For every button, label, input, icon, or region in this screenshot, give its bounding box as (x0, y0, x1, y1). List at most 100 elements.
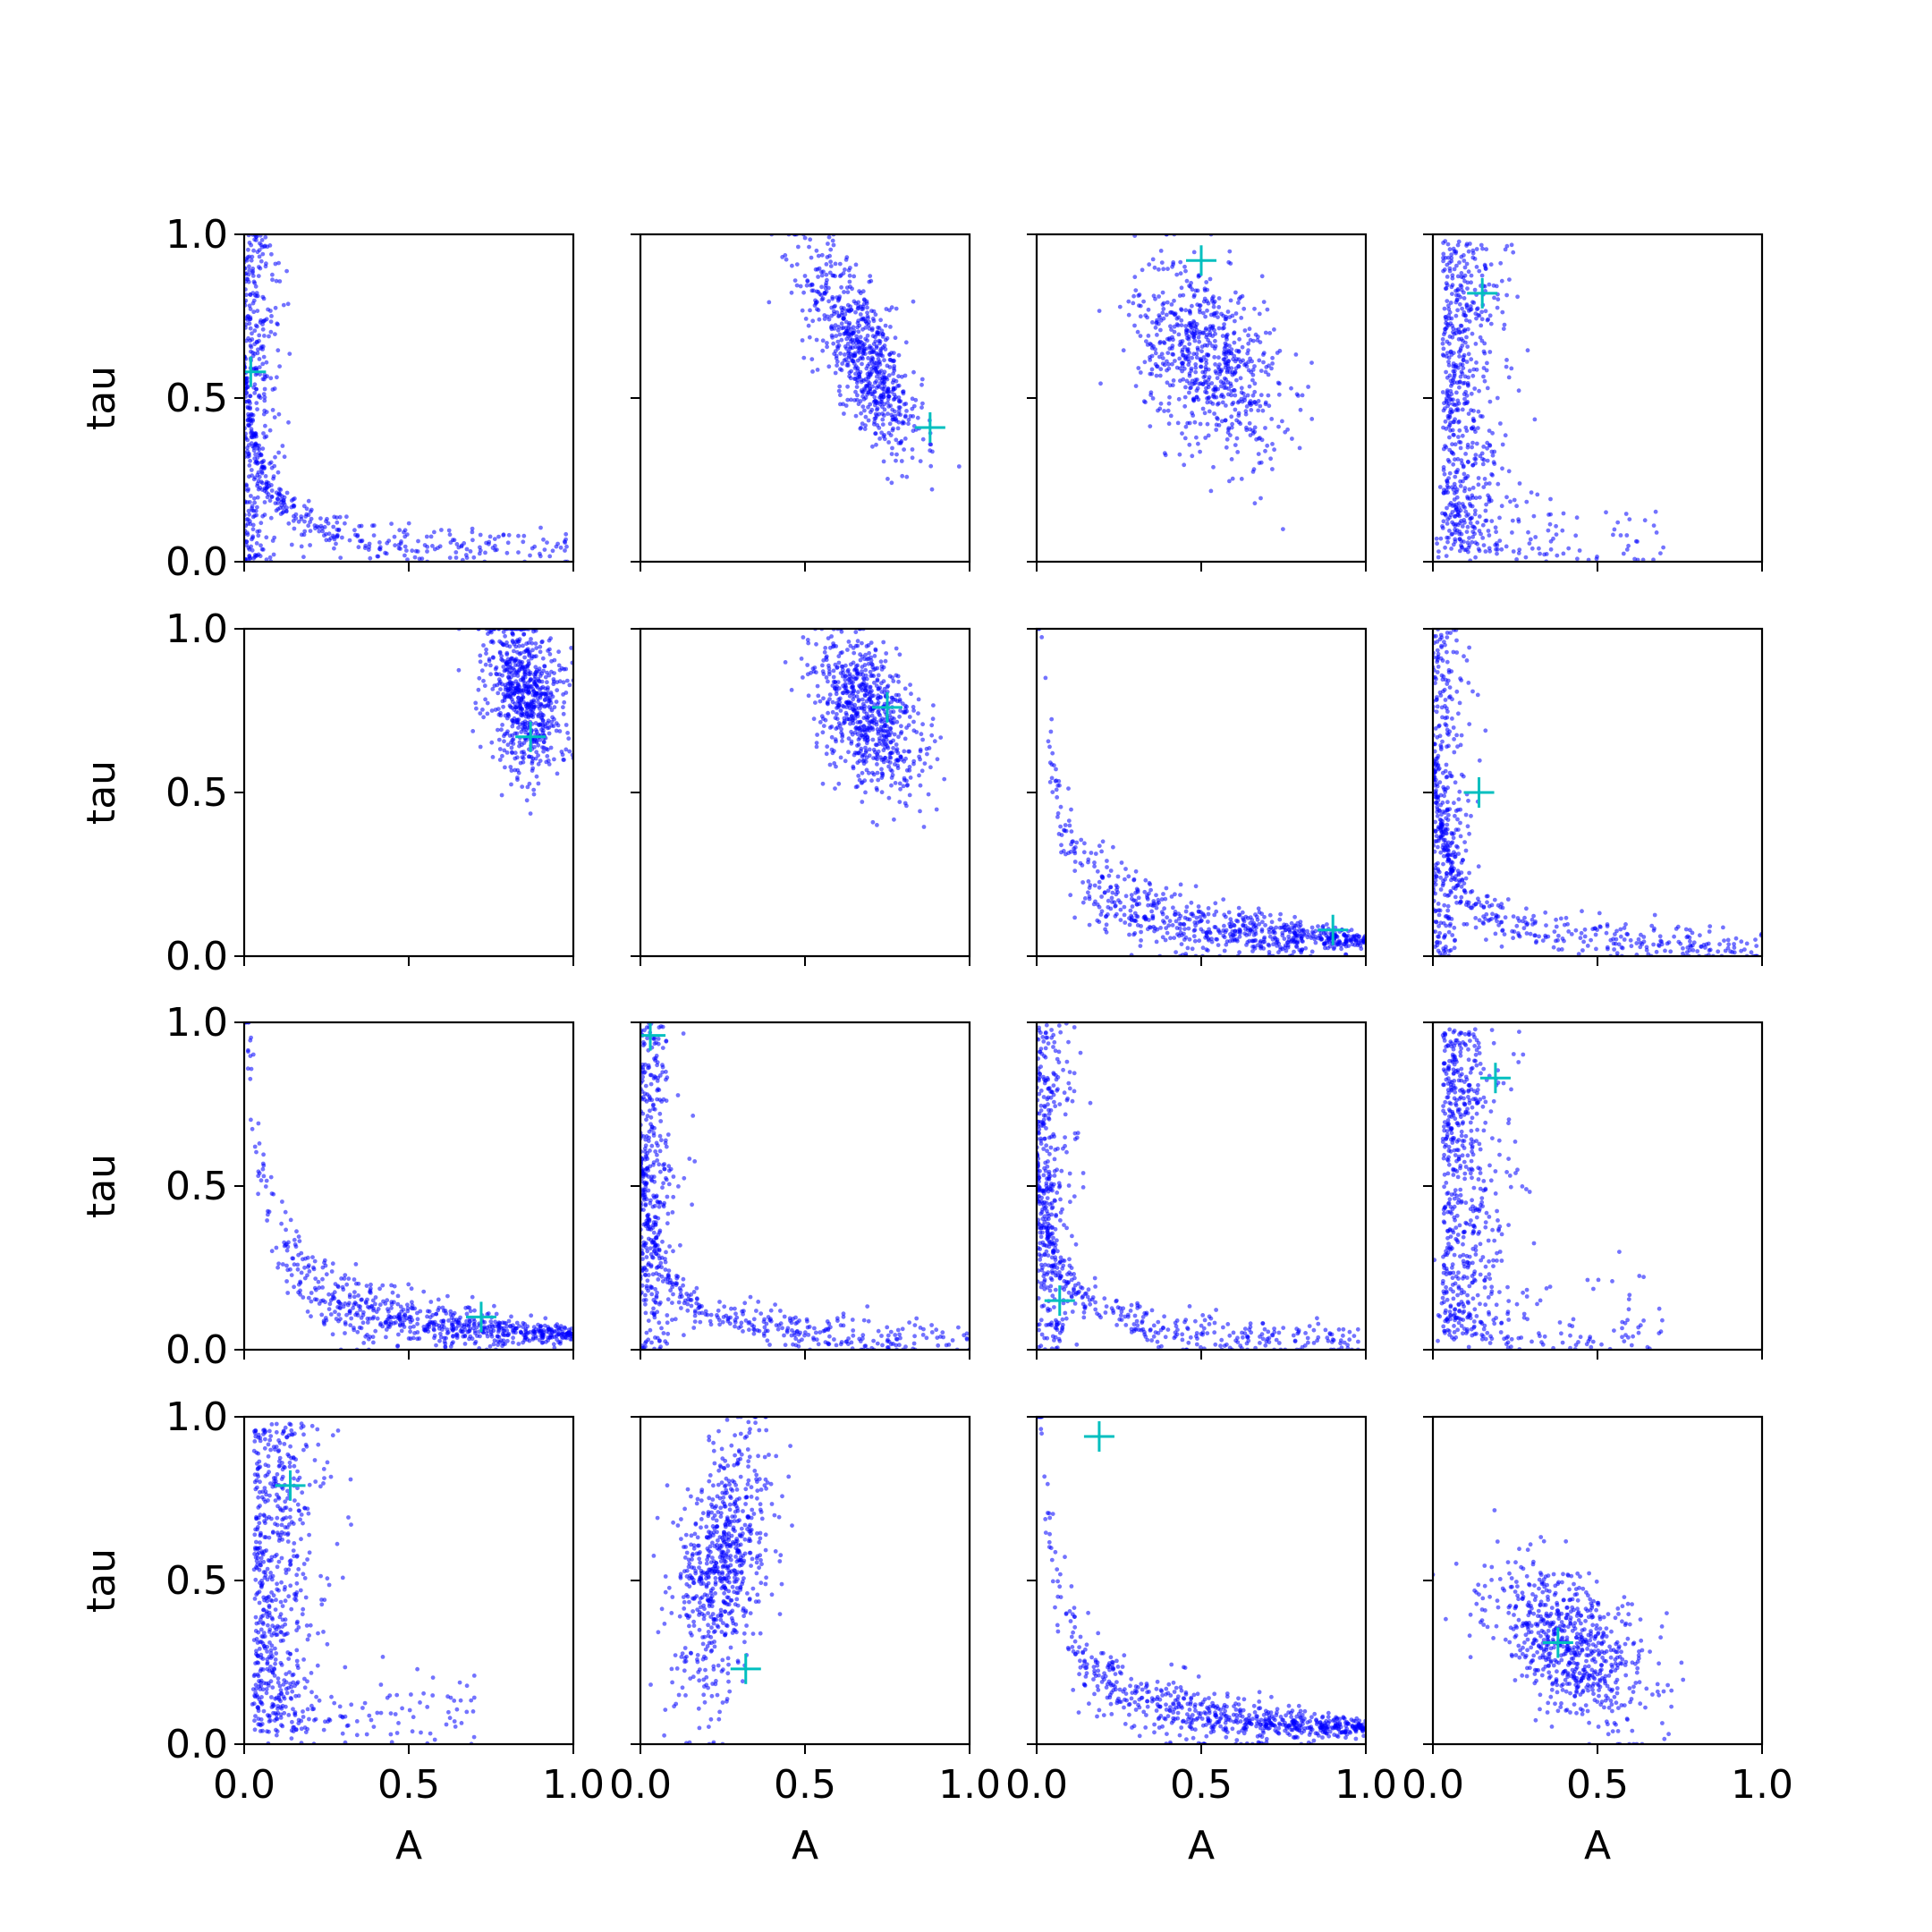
scatter-point (1626, 543, 1631, 548)
scatter-point (1224, 436, 1230, 442)
scatter-point (519, 698, 524, 703)
scatter-point (1097, 879, 1102, 885)
scatter-point (820, 296, 826, 301)
scatter-point (541, 740, 547, 745)
scatter-point (870, 819, 876, 825)
scatter-point (1150, 320, 1155, 325)
scatter-point (502, 748, 507, 753)
scatter-point (846, 322, 852, 327)
scatter-point (1187, 936, 1192, 942)
scatter-point (1471, 427, 1477, 432)
scatter-point (1499, 547, 1504, 552)
scatter-point (368, 555, 373, 561)
scatter-point (453, 555, 459, 560)
scatter-point (1178, 271, 1183, 276)
scatter-point (1275, 944, 1279, 948)
scatter-point (245, 276, 250, 282)
scatter-point (497, 747, 503, 751)
scatter-point (1465, 326, 1470, 332)
scatter-point (1187, 390, 1191, 395)
scatter-point (1490, 430, 1495, 436)
scatter-point (1269, 366, 1274, 371)
scatter-point (838, 367, 843, 372)
scatter-point (260, 547, 266, 552)
scatter-point (1190, 355, 1194, 360)
scatter-point (485, 711, 490, 716)
scatter-point (1277, 348, 1283, 353)
scatter-point (247, 463, 252, 468)
scatter-point (471, 555, 477, 560)
scatter-point (250, 274, 256, 278)
scatter-point (1183, 268, 1188, 274)
scatter-point (896, 419, 902, 425)
scatter-point (815, 733, 819, 737)
scatter-point (1093, 852, 1098, 856)
scatter-point (1190, 946, 1195, 952)
scatter-point (1232, 330, 1237, 335)
scatter-point (541, 749, 546, 754)
scatter-point (886, 389, 891, 394)
scatter-point (1099, 849, 1104, 854)
scatter-point (1189, 385, 1193, 390)
scatter-point (1280, 419, 1284, 424)
scatter-point (855, 690, 860, 695)
scatter-point (250, 430, 255, 436)
scatter-point (1049, 775, 1055, 781)
scatter-point (883, 337, 888, 343)
scatter-point (824, 675, 829, 680)
scatter-point (838, 708, 843, 713)
scatter-point (1212, 912, 1217, 918)
scatter-point (499, 727, 504, 733)
scatter-point (1176, 933, 1182, 938)
scatter-point (389, 521, 394, 526)
scatter-point (864, 321, 869, 326)
scatter-point (1198, 914, 1203, 919)
scatter-point (1443, 330, 1447, 335)
scatter-point (902, 402, 907, 407)
scatter-point (1451, 326, 1456, 331)
scatter-point (929, 733, 935, 738)
scatter-point (1509, 366, 1514, 371)
scatter-point (1459, 254, 1464, 259)
scatter-point (876, 709, 880, 715)
scatter-point (809, 357, 815, 361)
scatter-point (881, 748, 886, 753)
scatter-point (263, 474, 268, 479)
scatter-point (1461, 366, 1466, 370)
scatter-point (483, 550, 487, 555)
scatter-point (547, 554, 553, 559)
scatter-point (1462, 313, 1468, 318)
scatter-point (1453, 331, 1459, 335)
scatter-point (1193, 369, 1199, 375)
scatter-point (1135, 329, 1140, 335)
scatter-point (527, 781, 532, 786)
scatter-point (1172, 298, 1176, 303)
scatter-point (496, 737, 502, 742)
scatter-point (1451, 487, 1456, 492)
scatter-point (855, 320, 860, 326)
scatter-point (1444, 354, 1449, 359)
scatter-point (856, 697, 861, 702)
scatter-point (837, 384, 843, 389)
scatter-point (867, 721, 872, 725)
scatter-point (783, 253, 788, 258)
scatter-point (470, 538, 475, 543)
scatter-point (267, 428, 273, 433)
scatter-point (1184, 378, 1190, 384)
scatter-point (1086, 860, 1090, 865)
scatter-point (904, 474, 910, 479)
scatter-point (868, 410, 873, 415)
scatter-point (1477, 529, 1482, 533)
scatter-point (513, 663, 518, 667)
scatter-point (1167, 919, 1173, 924)
scatter-point (555, 723, 561, 728)
true-value-marker (1186, 245, 1216, 276)
scatter-point (1157, 354, 1162, 360)
scatter-point (548, 691, 554, 695)
scatter-point (1325, 922, 1329, 927)
scatter-point (904, 708, 910, 714)
scatter-point (1465, 540, 1470, 546)
scatter-point (551, 677, 556, 682)
scatter-point (1530, 546, 1535, 551)
scatter-point (1496, 481, 1501, 487)
